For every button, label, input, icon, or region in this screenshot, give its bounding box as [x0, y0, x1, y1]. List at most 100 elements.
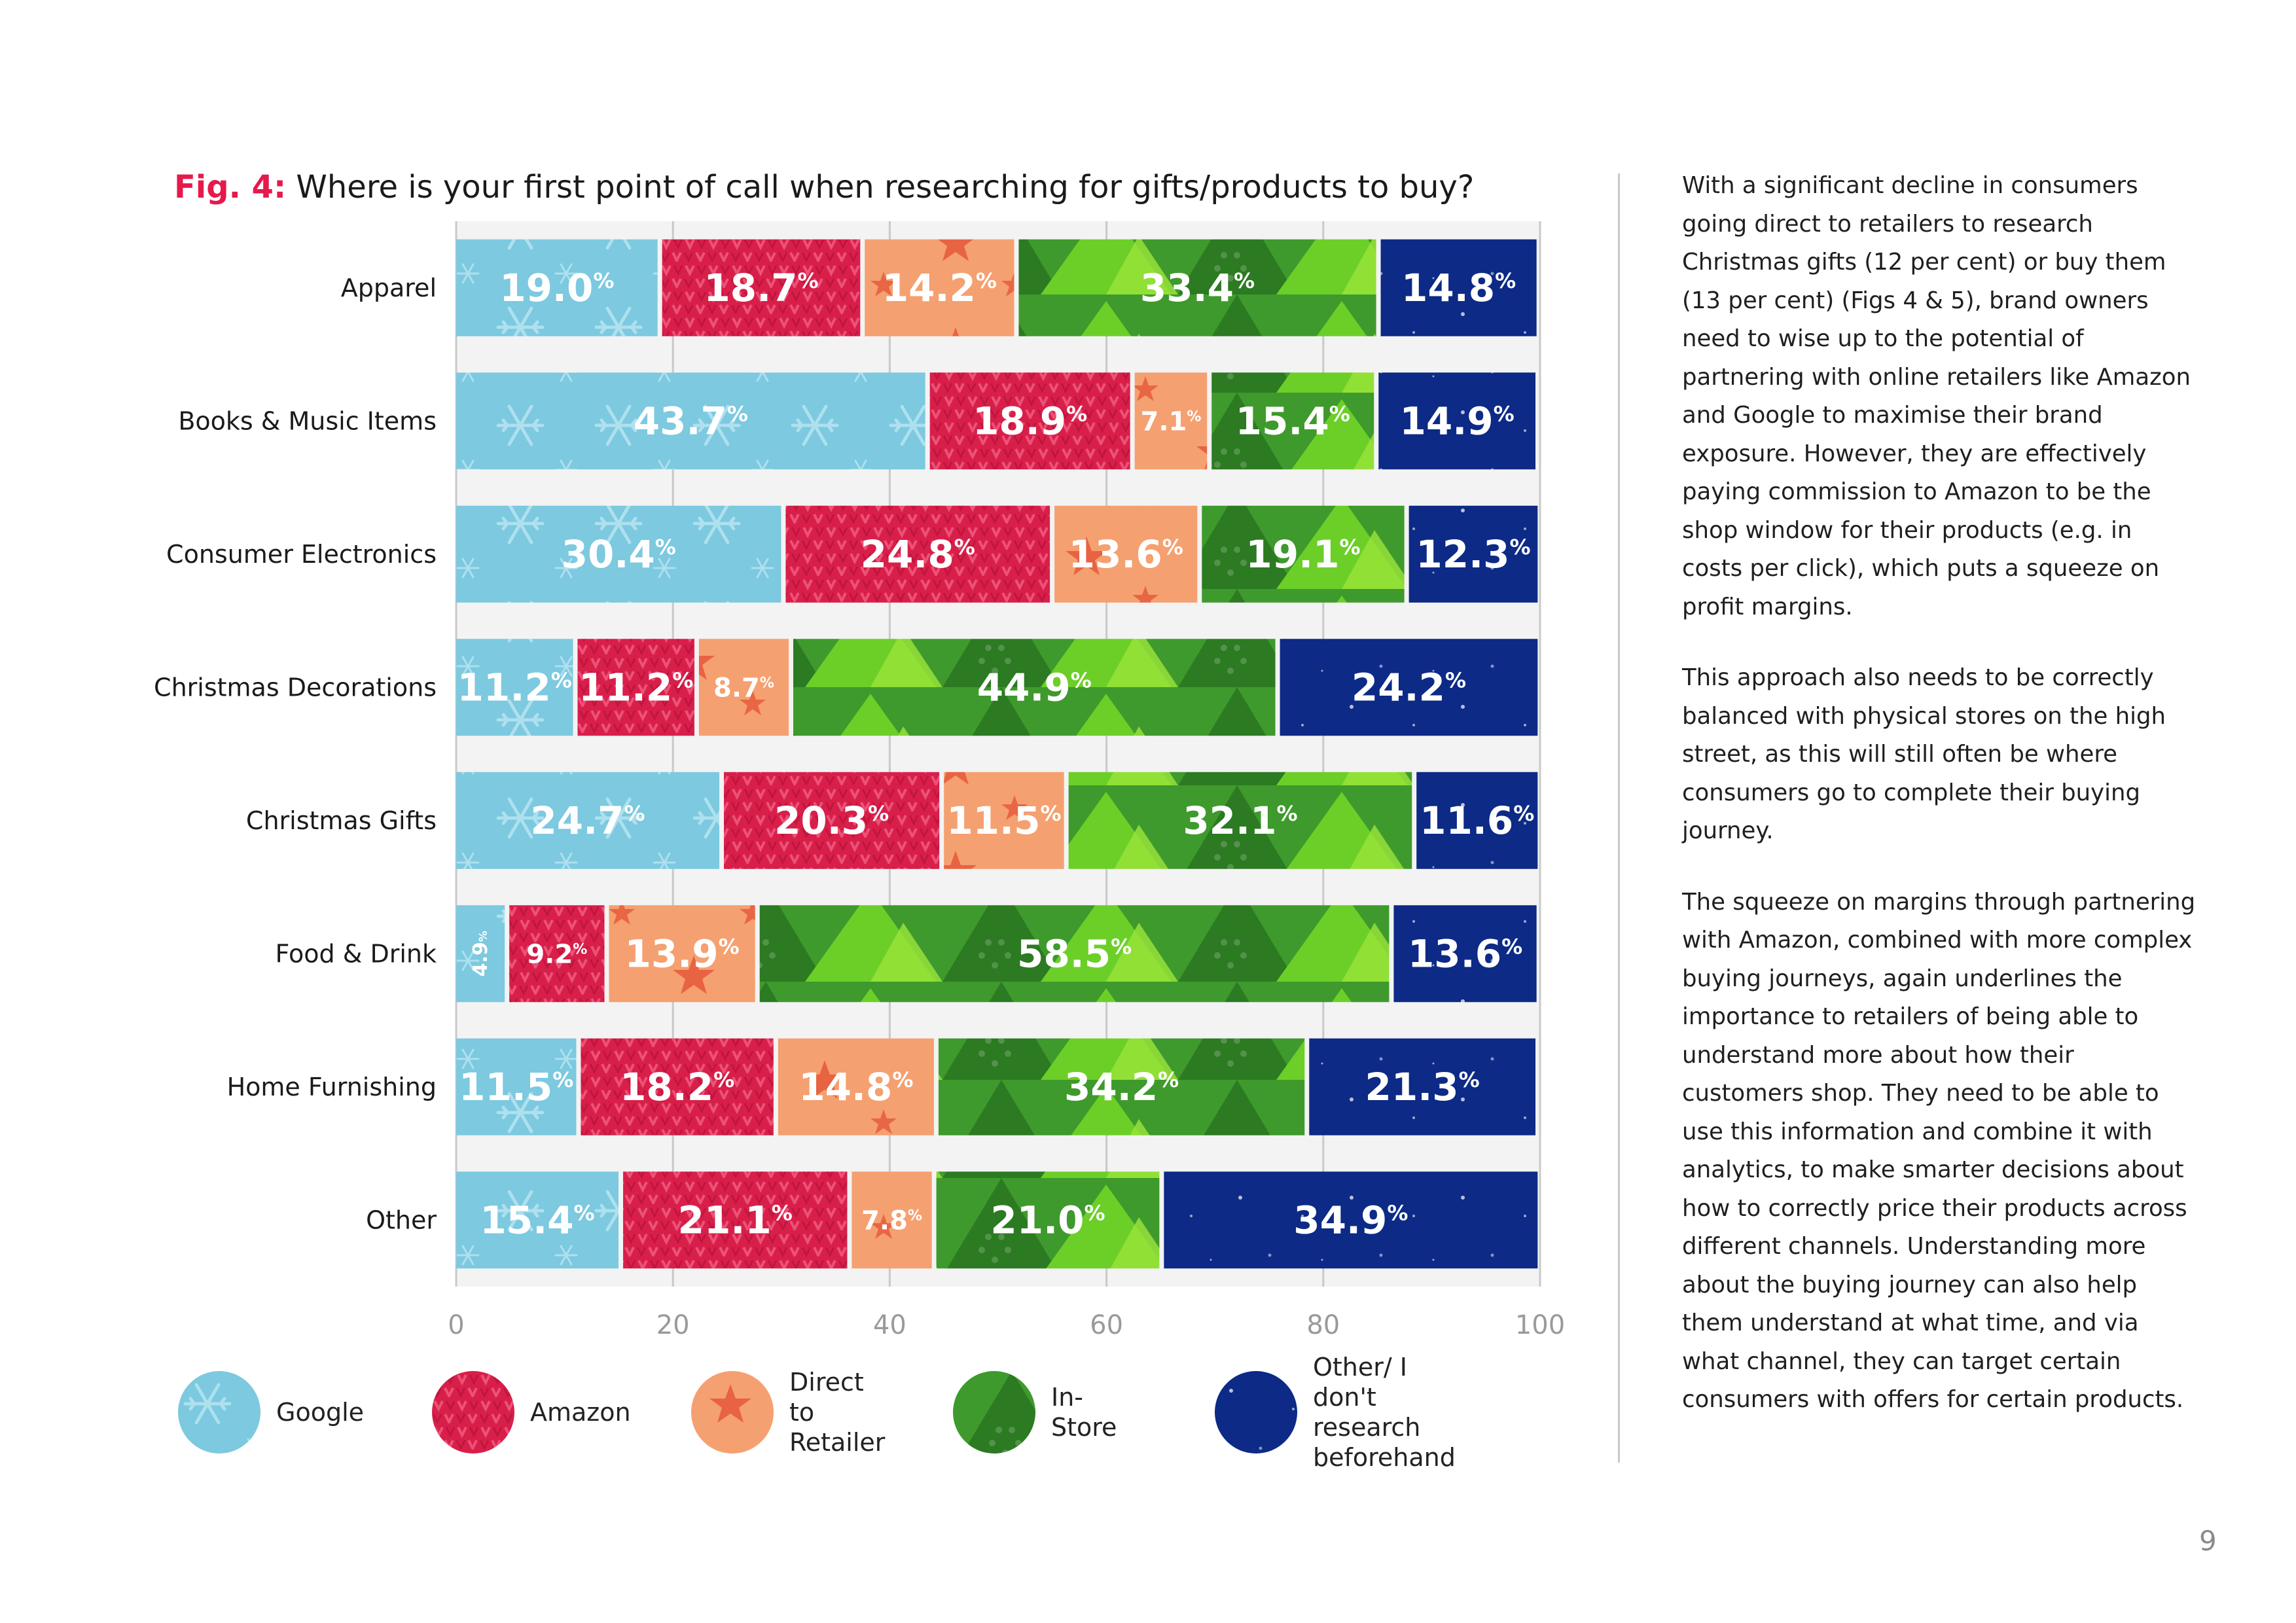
x-tick-label: 60: [1090, 1310, 1123, 1340]
body-text: With a significant decline in consumers …: [1682, 167, 2199, 1452]
bar-value-label: 14.8%: [798, 1065, 913, 1109]
bar-value-label: 13.9%: [625, 932, 740, 976]
legend-label: Google: [276, 1398, 365, 1427]
bar-segment: [1202, 505, 1405, 603]
bar-value-label: 18.7%: [704, 266, 818, 310]
category-label: Apparel: [341, 274, 437, 302]
bar-value-label: 30.4%: [562, 532, 676, 577]
bar-value-label: 8.7%: [713, 673, 774, 703]
bar-value-label: 7.1%: [1140, 406, 1201, 437]
category-label: Consumer Electronics: [166, 540, 437, 569]
bar-segment: [456, 505, 781, 603]
figure-question: Where is your first point of call when r…: [296, 169, 1475, 205]
bar-segment: [1054, 505, 1198, 603]
bar-value-label: 11.5%: [946, 798, 1061, 843]
bar-value-label: 21.0%: [990, 1198, 1105, 1243]
bar-value-label: 24.8%: [861, 532, 975, 577]
legend-label: Other/ I don't research beforehand: [1313, 1353, 1456, 1472]
bar-segment: [623, 1171, 848, 1269]
x-tick-label: 40: [873, 1310, 906, 1340]
bar-segment: [456, 372, 925, 470]
bar-segment: [936, 1171, 1160, 1269]
bar-value-label: 34.9%: [1293, 1198, 1408, 1243]
bar-value-label: 15.4%: [480, 1198, 594, 1243]
bar-segment: [581, 1038, 774, 1135]
bar-segment: [724, 772, 940, 869]
body-paragraph: The squeeze on margins through partnerin…: [1682, 888, 2196, 1414]
bar-value-label: 11.5%: [459, 1065, 573, 1109]
bar-segment: [509, 905, 605, 1003]
bar-value-label: 19.0%: [499, 266, 614, 310]
stacked-bar-chart: 19.0% 18.7% 14.2% 33.4% 14.8% Apparel 43.7% 18.…: [154, 221, 1565, 1340]
bar-value-label: 14.8%: [1401, 266, 1516, 310]
bar-segment: [865, 239, 1014, 336]
body-paragraph: With a significant decline in consumers …: [1682, 172, 2191, 620]
bar-segment: [759, 905, 1390, 1003]
category-label: Christmas Decorations: [154, 673, 437, 702]
bar-segment: [944, 772, 1064, 869]
bar-segment: [1393, 905, 1537, 1003]
bar-value-label: 24.7%: [530, 798, 645, 843]
bar-segment: [852, 1171, 932, 1269]
bar-segment: [1164, 1171, 1538, 1269]
bar-value-label: 13.6%: [1069, 532, 1183, 577]
bar-value-label: 21.3%: [1365, 1065, 1480, 1109]
x-tick-label: 0: [448, 1310, 464, 1340]
bar-segment: [1280, 639, 1538, 736]
bar-value-label: 14.9%: [1400, 399, 1515, 444]
bar-value-label: 11.2%: [579, 666, 693, 710]
bar-segment: [698, 639, 789, 736]
bar-segment: [1309, 1038, 1535, 1135]
x-tick-label: 100: [1515, 1310, 1565, 1340]
bar-segment: [456, 239, 658, 336]
chart-legend: Google Amazon Direct to Retailer In-Store Ot…: [178, 1353, 1572, 1472]
bar-segment: [1134, 372, 1208, 470]
bar-segment: [456, 772, 720, 869]
x-tick-label: 20: [656, 1310, 690, 1340]
bar-value-label: 34.2%: [1064, 1065, 1179, 1109]
bar-value-label: 44.9%: [977, 666, 1092, 710]
night-sky-pattern-icon: [1215, 1371, 1297, 1454]
bar-segment: [1416, 772, 1538, 869]
figure-title: Fig. 4: Where is your first point of cal…: [174, 169, 1474, 205]
bar-value-label: 43.7%: [634, 399, 748, 444]
tree-pattern-icon: [953, 1371, 1035, 1454]
bar-value-label: 9.2%: [526, 939, 587, 969]
bar-value-label: 13.6%: [1408, 932, 1522, 976]
bar-value-label: 4.9%: [469, 931, 492, 976]
bar-segment: [793, 639, 1276, 736]
bar-value-label: 20.3%: [774, 798, 889, 843]
bar-segment: [1408, 505, 1538, 603]
bar-segment: [1380, 239, 1537, 336]
legend-label: Amazon: [530, 1398, 631, 1427]
category-label: Books & Music Items: [178, 406, 437, 435]
bar-segment: [456, 1038, 577, 1135]
x-tick-label: 80: [1306, 1310, 1340, 1340]
bar-segment: [778, 1038, 934, 1135]
bar-value-label: 32.1%: [1183, 798, 1297, 843]
category-label: Home Furnishing: [227, 1073, 437, 1101]
bar-segment: [662, 239, 861, 336]
bar-segment: [609, 905, 755, 1003]
bar-segment: [785, 505, 1050, 603]
bar-value-label: 11.2%: [457, 666, 572, 710]
category-label: Food & Drink: [276, 939, 437, 968]
bar-segment: [456, 1171, 619, 1269]
bar-segment: [1068, 772, 1412, 869]
star-pattern-icon: [691, 1371, 774, 1454]
bar-segment: [456, 905, 505, 1003]
bar-value-label: 58.5%: [1017, 932, 1132, 976]
plot-area: 19.0% 18.7% 14.2% 33.4% 14.8% Apparel 43.7% 18.…: [154, 221, 1565, 1340]
legend-label: In-Store: [1051, 1383, 1117, 1442]
bar-value-label: 14.2%: [882, 266, 997, 310]
body-paragraph: This approach also needs to be correctly…: [1682, 664, 2166, 844]
bar-value-label: 18.9%: [973, 399, 1087, 444]
bar-value-label: 7.8%: [861, 1205, 922, 1236]
bar-value-label: 11.6%: [1420, 798, 1534, 843]
legend-label: Direct to Retailer: [789, 1368, 886, 1457]
bar-value-label: 18.2%: [620, 1065, 734, 1109]
bar-segment: [1378, 372, 1535, 470]
category-label: Other: [366, 1205, 437, 1234]
bar-segment: [938, 1038, 1305, 1135]
bar-value-label: 24.2%: [1352, 666, 1466, 710]
